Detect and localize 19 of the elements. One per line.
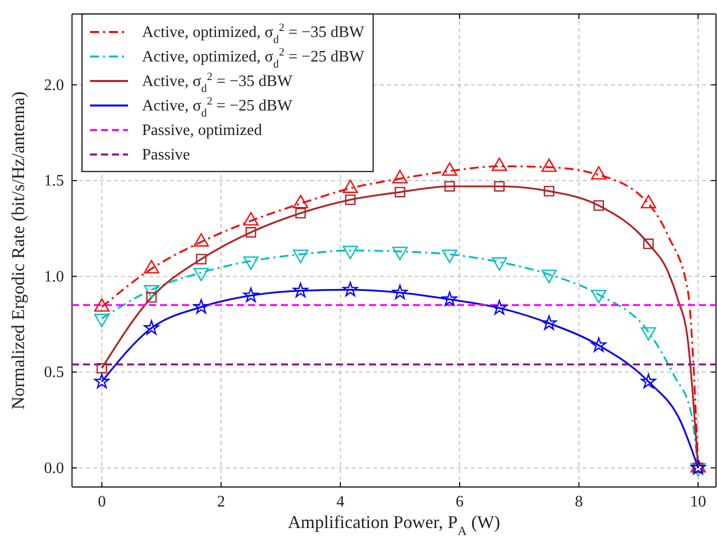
legend-label: Active, σ$_{d}$$^{2}$ = −25 dBW [142, 96, 294, 120]
x-tick-label: 2 [217, 493, 226, 510]
legend-label: Active, optimized, σ$_{d}$$^{2}$ = −25 dBW [142, 46, 366, 70]
x-tick-label: 8 [574, 493, 583, 510]
y-axis-title: Normalized Ergodic Rate (bit/s/Hz/antenna) [8, 91, 28, 410]
legend-label: Active, σ$_{d}$$^{2}$ = −35 dBW [142, 71, 294, 95]
x-tick-label: 6 [456, 493, 464, 510]
x-axis-title: Amplification Power, P$_{A}$ (W) [288, 512, 500, 538]
y-tick-label: 1.5 [44, 172, 64, 190]
legend-label: Passive [142, 146, 190, 164]
y-tick-label: 0.5 [44, 364, 64, 382]
y-tick-label: 2.0 [44, 76, 64, 94]
y-tick-label: 1.0 [44, 268, 64, 286]
legend-label: Active, optimized, σ$_{d}$$^{2}$ = −35 dBW [142, 22, 366, 46]
x-tick-label: 10 [690, 493, 706, 510]
legend-label: Passive, optimized [142, 122, 262, 139]
y-tick-label: 0.0 [44, 460, 64, 477]
x-tick-label: 0 [98, 493, 106, 510]
x-tick-label: 4 [336, 493, 344, 510]
